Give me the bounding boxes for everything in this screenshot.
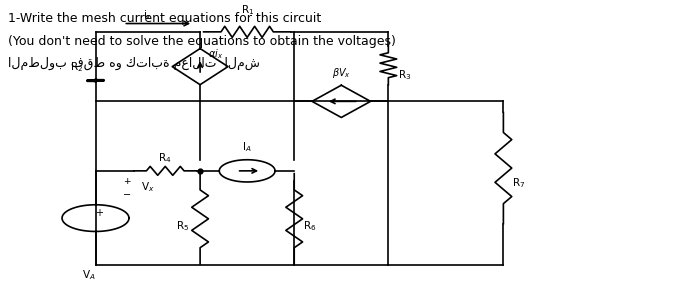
Text: R$_5$: R$_5$ [176,220,190,233]
Text: I$_A$: I$_A$ [242,140,252,154]
Text: V$_x$: V$_x$ [141,181,155,194]
Text: $\beta V_x$: $\beta V_x$ [332,66,351,80]
Text: +: + [95,208,103,218]
Text: R$_1$: R$_1$ [241,3,254,16]
Text: $-$: $-$ [122,188,132,198]
Text: 1-Write the mesh current equations for this circuit: 1-Write the mesh current equations for t… [8,12,321,25]
Text: $\alpha i_x$: $\alpha i_x$ [209,47,223,61]
Text: R$_3$: R$_3$ [398,68,412,82]
Text: i$_x$: i$_x$ [143,8,153,22]
Text: V$_A$: V$_A$ [82,268,95,282]
Text: R$_6$: R$_6$ [302,220,316,233]
Text: المطلوب فقط هو كتابة معالات  المش: المطلوب فقط هو كتابة معالات المش [8,57,260,70]
Text: (You don't need to solve the equations to obtain the voltages): (You don't need to solve the equations t… [8,35,396,48]
Text: R$_4$: R$_4$ [158,151,172,165]
Text: +: + [123,177,131,186]
Text: R$_7$: R$_7$ [512,177,526,190]
Text: R$_2$: R$_2$ [70,60,83,73]
